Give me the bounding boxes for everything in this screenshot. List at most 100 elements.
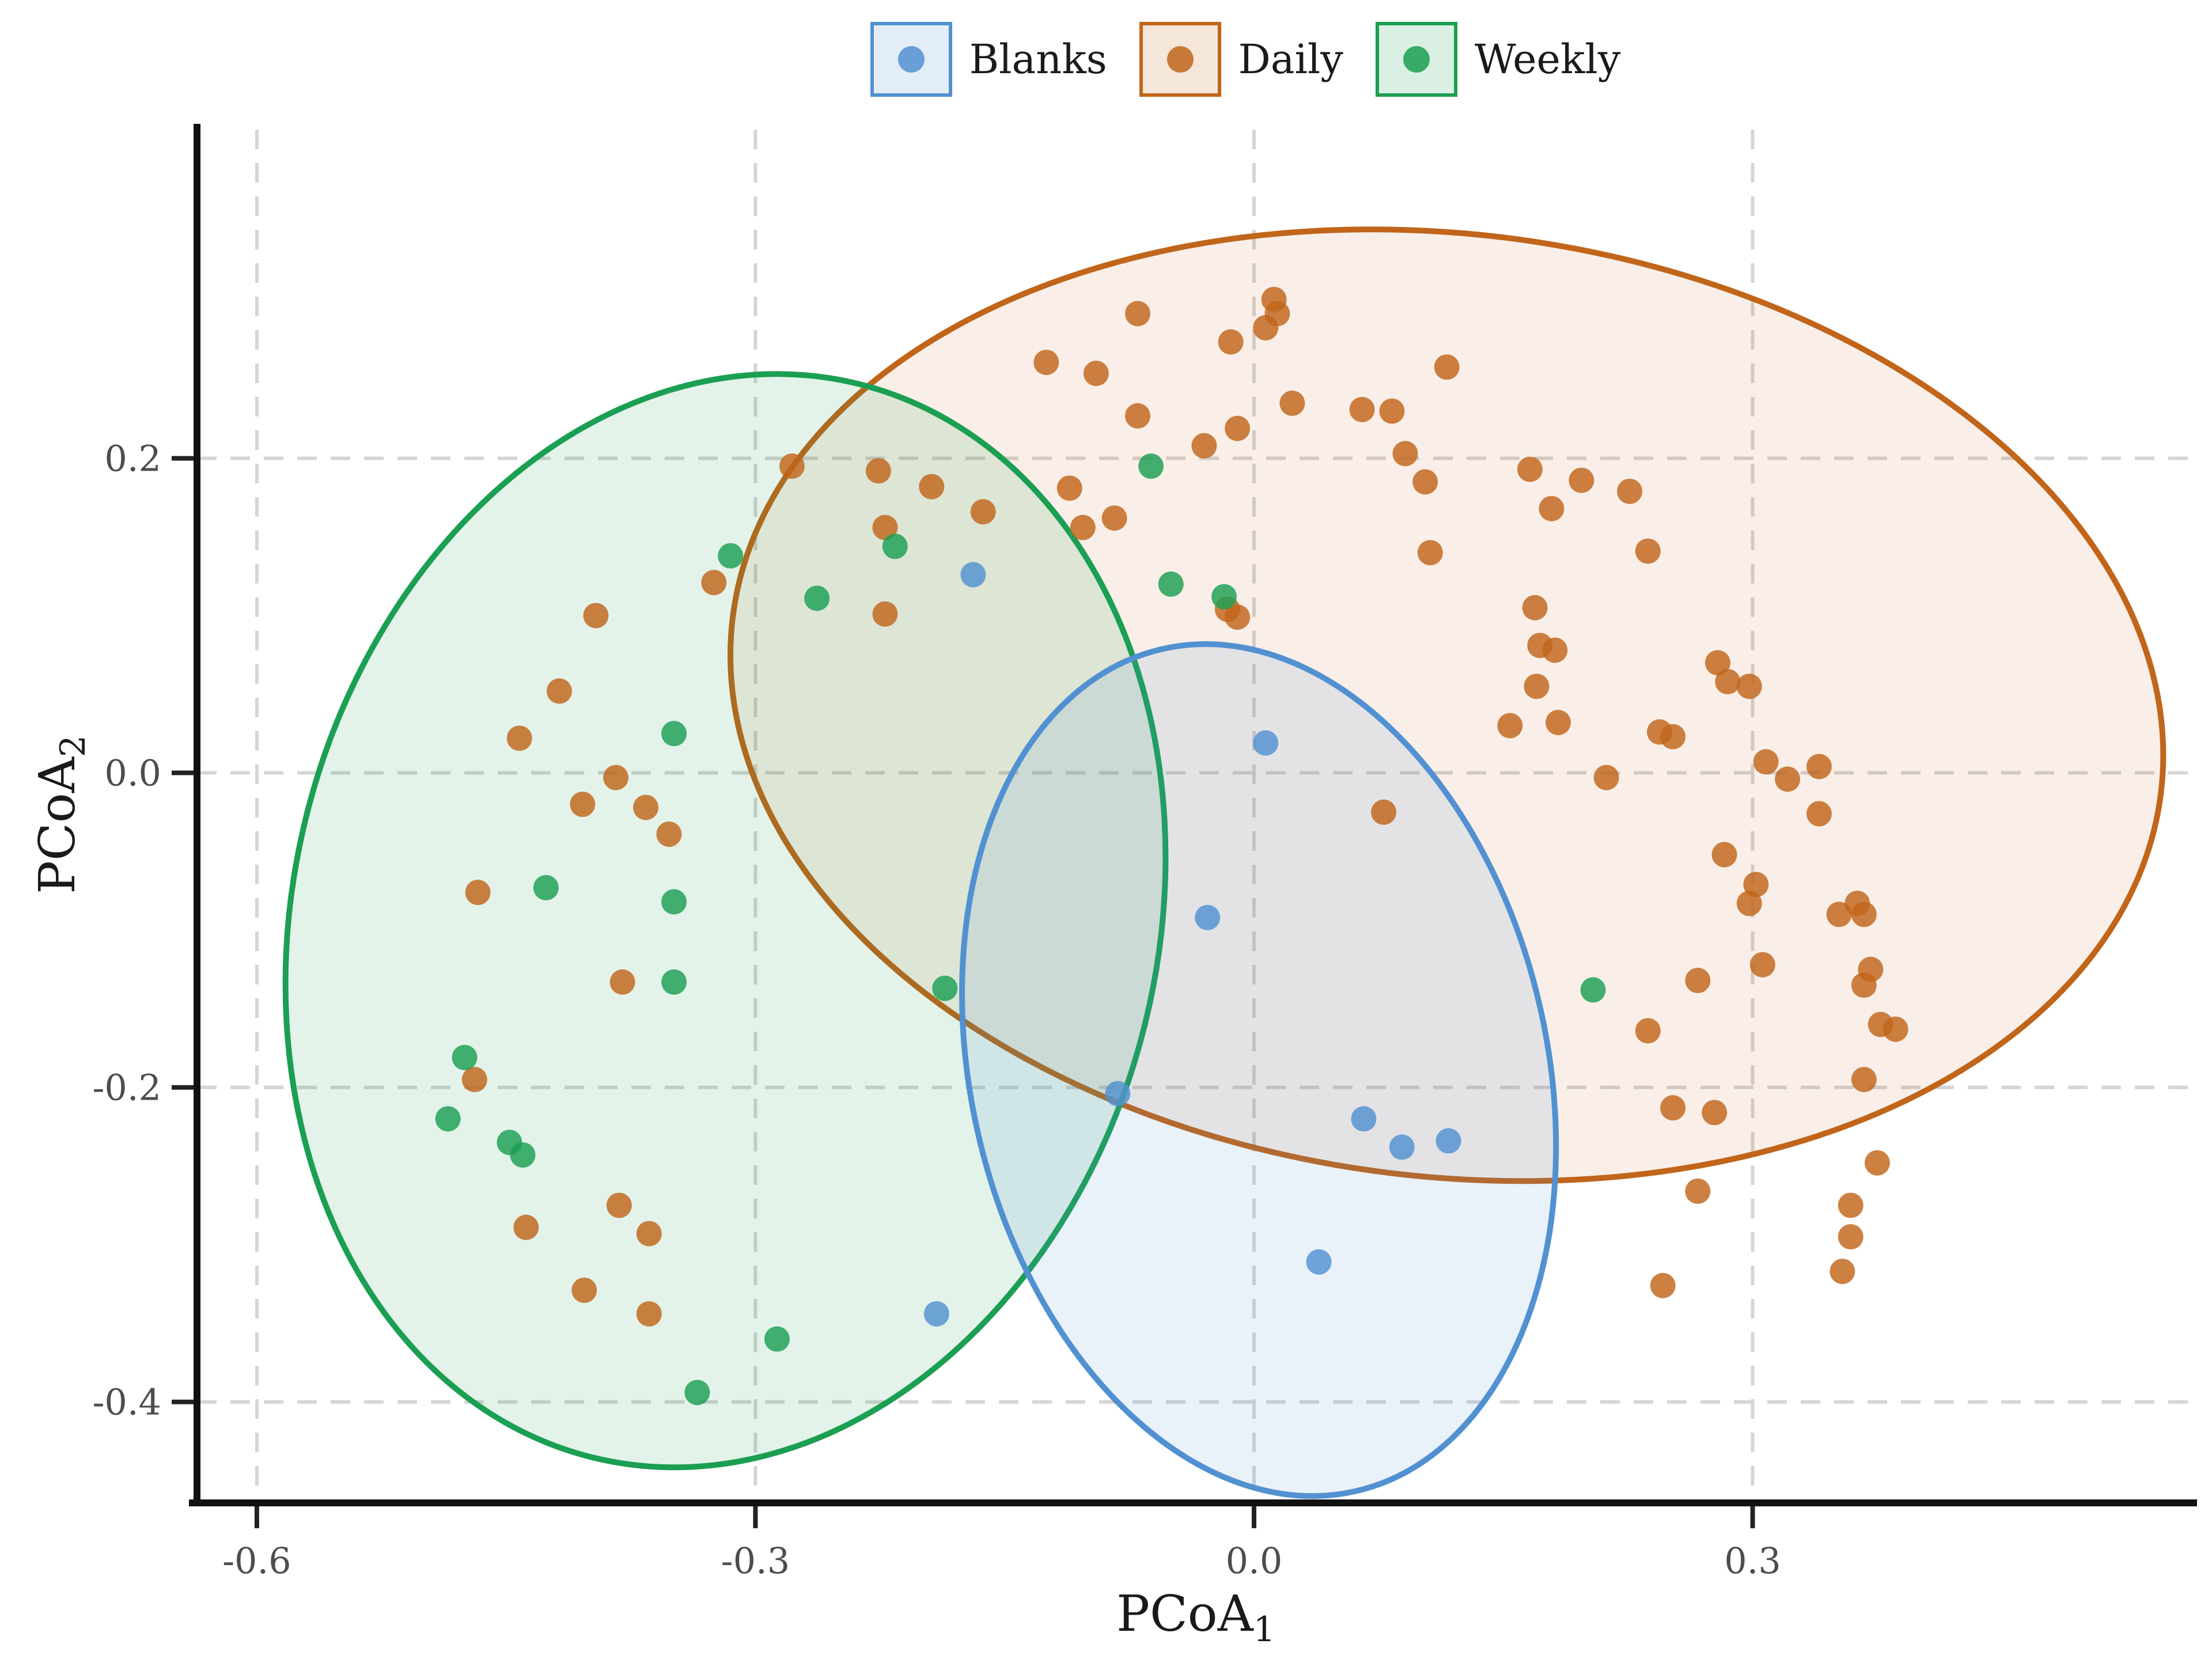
- data-point: [1253, 315, 1279, 341]
- data-point: [764, 1326, 790, 1352]
- x-tick-label: 0.3: [1724, 1540, 1781, 1582]
- data-point: [1753, 749, 1779, 775]
- legend-key-daily: [1139, 22, 1221, 97]
- points-blanks: [923, 562, 1461, 1327]
- data-point: [1392, 441, 1418, 467]
- data-point: [546, 678, 572, 704]
- data-point: [1522, 594, 1548, 620]
- data-point: [684, 1380, 710, 1406]
- data-point: [1225, 604, 1251, 630]
- data-point: [1371, 799, 1397, 825]
- data-point: [636, 1221, 662, 1247]
- tick-labels: -0.6 -0.3 0.0 0.3 -0.4 -0.2 0.0 0.2: [92, 438, 1781, 1582]
- data-point: [571, 1277, 597, 1303]
- data-point: [1225, 415, 1251, 441]
- data-point: [970, 499, 996, 525]
- data-point: [1736, 891, 1762, 916]
- x-tick-label: -0.6: [222, 1540, 291, 1582]
- data-point: [609, 969, 635, 995]
- x-axis-title: PCoA1: [1116, 1585, 1275, 1650]
- legend-key-weekly: [1375, 22, 1457, 97]
- data-point: [804, 585, 830, 611]
- data-point: [1830, 1259, 1855, 1285]
- data-point: [1412, 469, 1438, 495]
- data-point: [1138, 453, 1164, 479]
- data-point: [872, 514, 898, 540]
- data-point: [1101, 505, 1127, 531]
- data-point: [661, 721, 687, 747]
- data-point: [633, 794, 659, 820]
- data-point: [1218, 329, 1244, 355]
- ellipse-blanks: [959, 641, 1559, 1499]
- data-point: [1826, 902, 1852, 927]
- data-point: [1593, 764, 1619, 790]
- data-point: [1211, 584, 1237, 609]
- data-point: [1125, 403, 1151, 429]
- data-point: [1685, 1178, 1711, 1204]
- data-point: [1253, 730, 1279, 756]
- data-point: [1650, 1272, 1676, 1298]
- points-weekly: [435, 453, 1606, 1406]
- data-point: [872, 601, 898, 627]
- data-point: [779, 453, 805, 479]
- data-point: [1838, 1224, 1863, 1250]
- data-point: [1351, 1106, 1377, 1132]
- data-point: [1864, 1150, 1890, 1176]
- data-point: [603, 764, 629, 790]
- data-point: [1389, 1134, 1415, 1160]
- legend-item-daily: Daily: [1139, 22, 1343, 97]
- data-point: [1524, 673, 1550, 699]
- data-point: [1660, 1095, 1686, 1121]
- points-daily: [461, 286, 1908, 1327]
- data-point: [1711, 842, 1737, 868]
- x-tick-label: -0.3: [721, 1540, 790, 1582]
- data-point: [1125, 301, 1151, 327]
- data-point: [1070, 514, 1096, 540]
- data-point: [1775, 766, 1801, 792]
- daily-dot-icon: [1166, 46, 1194, 73]
- data-point: [513, 1214, 539, 1240]
- data-point: [1191, 433, 1217, 459]
- data-point: [1417, 540, 1443, 566]
- y-tick-label: 0.0: [104, 752, 161, 794]
- data-point: [718, 543, 744, 569]
- data-point: [865, 458, 891, 484]
- data-point: [1635, 1018, 1661, 1044]
- data-point: [1105, 1081, 1131, 1107]
- data-point: [1539, 495, 1565, 521]
- y-axis-title: PCoA2: [28, 735, 94, 894]
- data-point: [1569, 467, 1594, 493]
- data-point: [1435, 1128, 1461, 1154]
- data-point: [1851, 1067, 1877, 1093]
- data-point: [882, 533, 908, 559]
- gridlines: [197, 130, 2195, 1499]
- legend-item-weekly: Weekly: [1375, 22, 1621, 97]
- data-point: [506, 725, 532, 751]
- ellipse-daily: [727, 226, 2166, 1184]
- data-point: [533, 874, 559, 900]
- data-point: [1056, 475, 1082, 501]
- data-point: [1736, 673, 1762, 699]
- data-point: [1883, 1016, 1908, 1042]
- legend: Blanks Daily Weekly: [139, 22, 2212, 97]
- data-point: [960, 562, 986, 588]
- confidence-ellipses: [282, 226, 2166, 1499]
- x-tick-label: 0.0: [1226, 1540, 1283, 1582]
- data-point: [570, 791, 596, 817]
- ellipse-weekly: [282, 371, 1169, 1471]
- data-point: [1033, 350, 1059, 376]
- data-point: [636, 1301, 662, 1327]
- legend-label-weekly: Weekly: [1474, 36, 1621, 83]
- legend-item-blanks: Blanks: [870, 22, 1107, 97]
- data-point: [701, 570, 727, 596]
- data-point: [1545, 710, 1571, 736]
- data-point: [452, 1044, 478, 1070]
- data-point: [1195, 904, 1221, 930]
- data-point: [606, 1192, 632, 1218]
- data-point: [1838, 1192, 1863, 1218]
- data-point: [1806, 753, 1832, 779]
- data-point: [923, 1301, 949, 1327]
- y-tick-label: -0.4: [92, 1381, 161, 1423]
- data-point: [1542, 637, 1568, 663]
